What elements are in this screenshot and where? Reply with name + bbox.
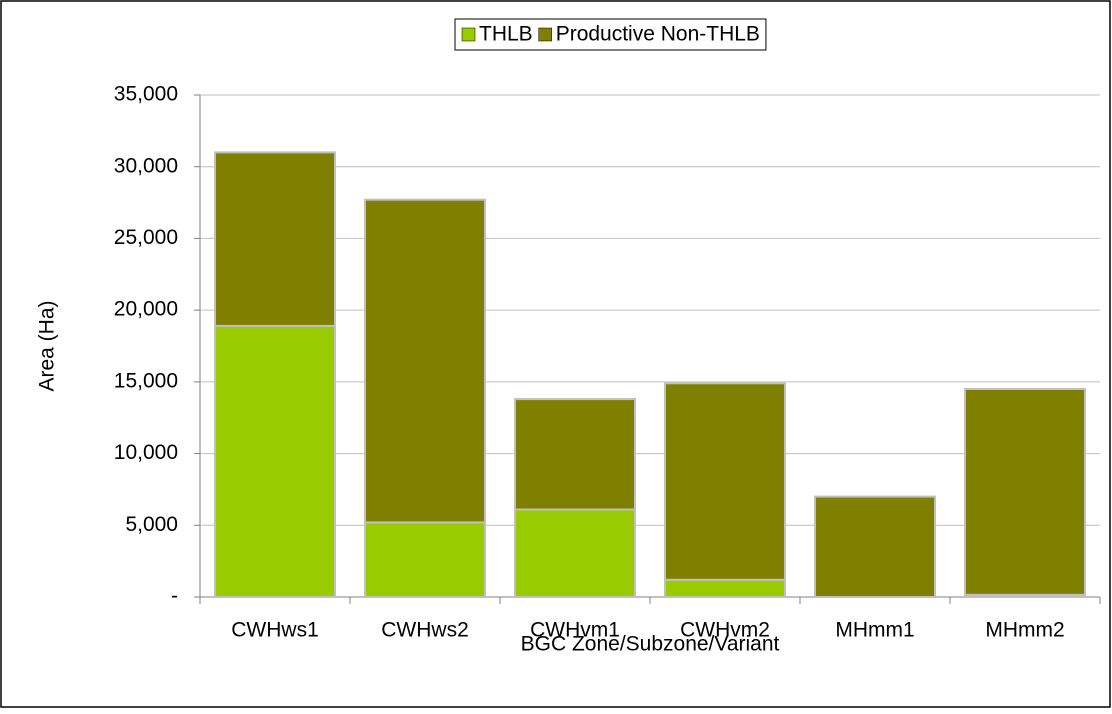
x-tick-label: CWHvm1: [530, 619, 620, 642]
legend-label: THLB: [479, 23, 533, 46]
bar-segment: [214, 151, 336, 327]
bar-segment: [814, 495, 936, 599]
y-tick-label: -: [171, 585, 178, 608]
bar-segment: [664, 578, 786, 599]
y-axis-label: Area (Ha): [36, 300, 59, 391]
y-tick-label: 30,000: [114, 154, 178, 177]
y-tick-label: 10,000: [114, 441, 178, 464]
bar-segment: [514, 398, 636, 511]
bar-segment: [214, 324, 336, 598]
x-tick-label: CWHws2: [381, 619, 469, 642]
y-tick-label: 25,000: [114, 226, 178, 249]
x-tick-label: CWHvm2: [680, 619, 770, 642]
y-tick-label: 15,000: [114, 369, 178, 392]
legend-box: [454, 18, 767, 51]
bar-segment: [364, 521, 486, 598]
y-tick-label: 5,000: [125, 513, 178, 536]
x-tick-label: CWHws1: [231, 619, 319, 642]
legend-swatch: [461, 27, 476, 42]
y-tick-label: 35,000: [114, 83, 178, 106]
x-axis-label: BGC Zone/Subzone/Variant: [521, 633, 780, 656]
legend-label: Productive Non-THLB: [556, 23, 760, 46]
bar-segment: [664, 382, 786, 581]
bar-segment: [964, 388, 1086, 596]
x-tick-label: MHmm2: [985, 619, 1064, 642]
x-tick-label: MHmm1: [835, 619, 914, 642]
y-tick-label: 20,000: [114, 298, 178, 321]
bar-segment: [514, 508, 636, 599]
legend-swatch: [538, 27, 552, 42]
bar-segment: [364, 198, 486, 524]
